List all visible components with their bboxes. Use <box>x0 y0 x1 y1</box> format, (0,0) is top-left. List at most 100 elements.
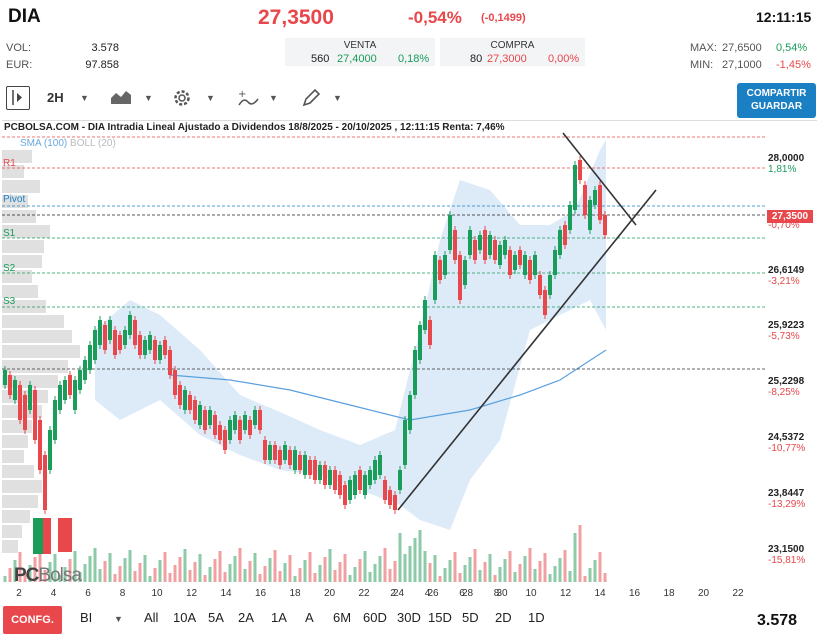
candle-body <box>593 190 597 205</box>
volume-profile-bar <box>2 435 28 448</box>
volume-bar <box>598 552 602 582</box>
chevron-down-icon[interactable]: ▼ <box>144 93 153 103</box>
volume-bar <box>213 559 217 582</box>
candle-body <box>233 415 237 430</box>
volume-bar <box>488 554 492 582</box>
sell-box <box>285 38 435 66</box>
period-button[interactable]: 15D <box>428 610 452 625</box>
y-tick-pct: -10,77% <box>768 443 806 454</box>
candle-body <box>523 255 527 275</box>
volume-bar <box>143 555 147 582</box>
candle-body <box>363 475 367 495</box>
volume-bar <box>268 558 272 582</box>
period-button[interactable]: 2D <box>495 610 512 625</box>
candlestick-chart[interactable] <box>0 120 830 600</box>
volume-bar <box>323 557 327 582</box>
chevron-down-icon[interactable]: ▼ <box>269 93 278 103</box>
volume-bar <box>293 576 297 582</box>
candle-body <box>148 335 152 350</box>
candle-body <box>568 205 572 230</box>
candle-body <box>353 475 357 495</box>
candle-body <box>488 235 492 255</box>
x-tick-label: 24 <box>392 588 405 599</box>
timeframe-select[interactable]: 2H <box>47 90 64 105</box>
chevron-down-icon[interactable]: ▼ <box>80 93 89 103</box>
svg-text:+: + <box>238 89 246 100</box>
volume-profile-bar <box>2 330 72 343</box>
candle-body <box>28 385 32 410</box>
candle-body <box>173 370 177 395</box>
period-button[interactable]: 30D <box>397 610 421 625</box>
chart-area[interactable] <box>2 120 817 600</box>
x-tick-label: 20 <box>323 588 336 599</box>
y-tick-pct: -15,81% <box>768 555 806 566</box>
x-tick-label: 8 <box>493 588 500 599</box>
config-button[interactable]: CONFG. <box>3 606 62 634</box>
candle-body <box>433 255 437 300</box>
volume-bar <box>168 573 172 582</box>
bi-select[interactable]: BI <box>80 610 93 625</box>
y-tick-label: 25,2298 <box>768 376 805 387</box>
candle-body <box>478 235 482 250</box>
indicator-legend[interactable]: SMA (100) BOLL (20) <box>20 138 116 149</box>
sidebar-toggle-icon[interactable] <box>6 86 30 110</box>
y-tick-label: 24,5372 <box>768 432 805 443</box>
boll-indicator[interactable]: BOLL (20) <box>70 138 116 149</box>
x-tick-label: 12 <box>185 588 198 599</box>
share-save-button[interactable]: COMPARTIR GUARDAR <box>737 83 816 118</box>
level-r1: R1 <box>3 158 16 169</box>
period-button[interactable]: 1D <box>528 610 545 625</box>
chevron-down-icon[interactable]: ▼ <box>333 93 342 103</box>
period-button[interactable]: 6M <box>333 610 352 625</box>
candle-body <box>553 250 557 275</box>
candle-body <box>458 255 462 300</box>
sma-indicator[interactable]: SMA (100) <box>20 138 68 149</box>
volume-bar <box>73 551 77 582</box>
pencil-icon[interactable] <box>300 87 322 114</box>
chart-type-icon[interactable] <box>110 88 132 111</box>
volume-bar <box>318 565 322 582</box>
chevron-down-icon[interactable]: ▼ <box>206 93 215 103</box>
candle-body <box>388 490 392 505</box>
period-button[interactable]: All <box>144 610 159 625</box>
period-button[interactable]: 60D <box>363 610 387 625</box>
period-button[interactable]: A <box>305 610 314 625</box>
candle-body <box>438 260 442 280</box>
candle-body <box>238 420 242 440</box>
candle-body <box>193 400 197 420</box>
period-button[interactable]: 10A <box>173 610 197 625</box>
candle-body <box>263 440 267 460</box>
x-tick-label: 22 <box>732 588 744 599</box>
volume-bar <box>603 573 607 582</box>
candle-body <box>33 390 37 440</box>
period-button[interactable]: 5A <box>208 610 224 625</box>
y-tick-label: 23,1500 <box>768 544 805 555</box>
volume-profile-bar <box>2 255 42 268</box>
period-button[interactable]: 1A <box>271 610 287 625</box>
level-s3: S3 <box>3 296 16 307</box>
volume-bar <box>28 565 32 582</box>
candle-body <box>508 250 512 275</box>
period-button[interactable]: 5D <box>462 610 479 625</box>
candle-body <box>603 215 607 235</box>
indicators-icon[interactable]: + <box>236 87 260 114</box>
candle-body <box>268 445 272 460</box>
candle-body <box>533 255 537 275</box>
candle-body <box>243 415 247 430</box>
gear-icon[interactable] <box>171 87 193 114</box>
candle-body <box>468 230 472 255</box>
candle-body <box>163 340 167 355</box>
level-s1: S1 <box>3 228 16 239</box>
candle-body <box>13 380 17 400</box>
volume-bar <box>218 551 222 582</box>
candle-body <box>343 485 347 505</box>
chevron-down-icon[interactable]: ▼ <box>114 614 123 624</box>
period-button[interactable]: 2A <box>238 610 254 625</box>
candle-body <box>178 385 182 405</box>
x-tick-label: 26 <box>427 588 439 599</box>
candle-body <box>58 385 62 410</box>
volume-bar <box>423 551 427 582</box>
x-tick-label: 4 <box>50 588 57 599</box>
candle-body <box>448 215 452 250</box>
candle-body <box>83 360 87 380</box>
